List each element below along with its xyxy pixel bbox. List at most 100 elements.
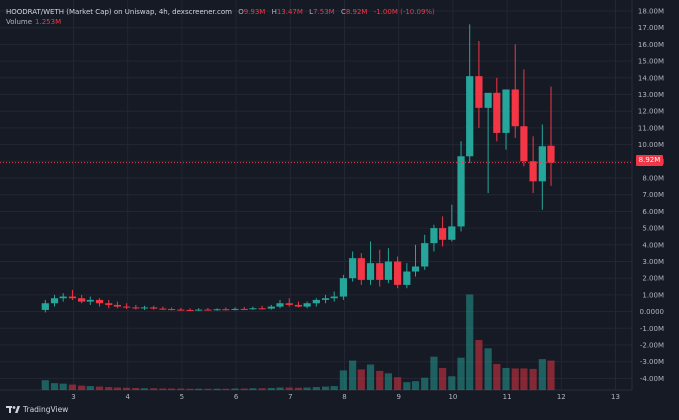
volume-bar	[330, 386, 338, 390]
candle-body	[140, 307, 149, 309]
chart-legend: HOODRAT/WETH (Market Cap) on Uniswap, 4h…	[6, 7, 435, 17]
grid-lines	[0, 0, 633, 391]
symbol-title: HOODRAT/WETH (Market Cap) on Uniswap, 4h…	[6, 8, 232, 16]
candle-body	[50, 298, 59, 304]
candle-body	[249, 308, 257, 310]
candle-body	[394, 261, 402, 285]
price-tick-label: 13.00M	[638, 91, 664, 99]
price-tick-label: 2.00M	[642, 275, 664, 283]
volume-bar	[339, 370, 348, 390]
candle-body	[231, 308, 239, 310]
volume-bars	[41, 294, 555, 390]
volume-label: Volume	[6, 18, 33, 26]
volume-bar	[394, 377, 402, 390]
time-tick-label: 6	[234, 393, 239, 401]
candle-body	[312, 299, 320, 304]
volume-bar	[50, 383, 59, 390]
tradingview-label: TradingView	[23, 404, 69, 414]
candle-body	[258, 308, 266, 310]
low-value: 7.53M	[313, 8, 335, 16]
tradingview-brand[interactable]: TradingView	[6, 404, 68, 414]
candle-body	[294, 304, 303, 307]
last-price-tag: 8.92M	[636, 155, 663, 166]
candle-body	[466, 76, 474, 157]
candle-body	[384, 261, 393, 280]
time-tick-label: 5	[180, 393, 184, 401]
candle-body	[276, 303, 284, 307]
candle-body	[41, 303, 49, 310]
volume-bar	[538, 359, 546, 390]
price-tick-label: 5.00M	[642, 225, 664, 233]
volume-bar	[195, 388, 203, 390]
volume-bar	[186, 388, 194, 390]
candle-body	[240, 308, 248, 310]
volume-bar	[123, 387, 131, 390]
candle-body	[484, 92, 492, 108]
price-axis[interactable]: 18.00M 17.00M 16.00M 15.00M 14.00M 13.00M 12.0…	[638, 8, 664, 383]
candle-body	[439, 228, 447, 240]
time-tick-label: 3	[71, 393, 75, 401]
volume-bar	[41, 380, 49, 390]
volume-bar	[213, 388, 221, 390]
price-tick-label: 3.00M	[642, 258, 664, 266]
candle-body	[113, 304, 122, 307]
close-label: C	[340, 8, 346, 16]
time-tick-label: 13	[611, 393, 620, 401]
candle-body	[520, 126, 528, 162]
volume-bar	[150, 388, 158, 390]
candles	[41, 24, 555, 313]
volume-bar	[177, 388, 185, 390]
candle-body	[547, 145, 555, 163]
candle-body	[493, 92, 501, 133]
time-axis[interactable]: 3 4 5 6 7 8 9 10 11 12 13	[71, 393, 620, 401]
volume-bar	[349, 360, 357, 390]
price-tick-label: 18.00M	[638, 8, 664, 16]
price-tick-label: -4.00M	[640, 375, 664, 383]
price-tick-label: -2.00M	[640, 342, 664, 350]
volume-bar	[376, 370, 384, 390]
price-tick-label: 6.00M	[642, 208, 664, 216]
time-tick-label: 7	[288, 393, 292, 401]
volume-bar	[439, 367, 447, 390]
volume-bar	[529, 368, 537, 390]
open-value: 9.93M	[243, 8, 266, 16]
price-tick-label: 0.0000	[640, 308, 665, 316]
volume-bar	[294, 387, 303, 390]
volume-bar	[430, 356, 438, 390]
volume-bar	[411, 381, 420, 390]
candle-body	[222, 309, 230, 311]
price-tick-label: -3.00M	[640, 358, 664, 366]
low-label: L	[309, 8, 314, 16]
volume-bar	[421, 377, 429, 390]
open-label: O	[238, 8, 244, 16]
candle-body	[502, 89, 510, 133]
volume-bar	[384, 373, 393, 390]
volume-bar	[403, 382, 411, 390]
high-label: H	[271, 8, 277, 16]
volume-bar	[312, 387, 320, 390]
candle-body	[195, 309, 203, 311]
volume-bar	[357, 369, 365, 390]
volume-value: 1.253M	[35, 18, 62, 26]
volume-bar	[204, 388, 212, 390]
volume-bar	[86, 386, 94, 390]
time-tick-label: 8	[342, 393, 346, 401]
candle-body	[349, 258, 357, 279]
time-tick-label: 10	[448, 393, 457, 401]
volume-bar	[457, 357, 465, 390]
volume-bar	[249, 388, 257, 390]
price-tick-label: 8.00M	[642, 175, 664, 183]
candle-body	[78, 298, 86, 302]
volume-bar	[222, 388, 230, 390]
time-tick-label: 12	[557, 393, 566, 401]
candle-body	[511, 89, 519, 127]
candle-body	[330, 296, 338, 299]
candle-body	[376, 263, 384, 280]
volume-bar	[321, 386, 330, 390]
candle-body	[285, 303, 293, 305]
volume-bar	[168, 388, 176, 390]
candle-body	[475, 76, 483, 108]
candle-body	[123, 306, 131, 308]
candle-body	[421, 243, 429, 267]
